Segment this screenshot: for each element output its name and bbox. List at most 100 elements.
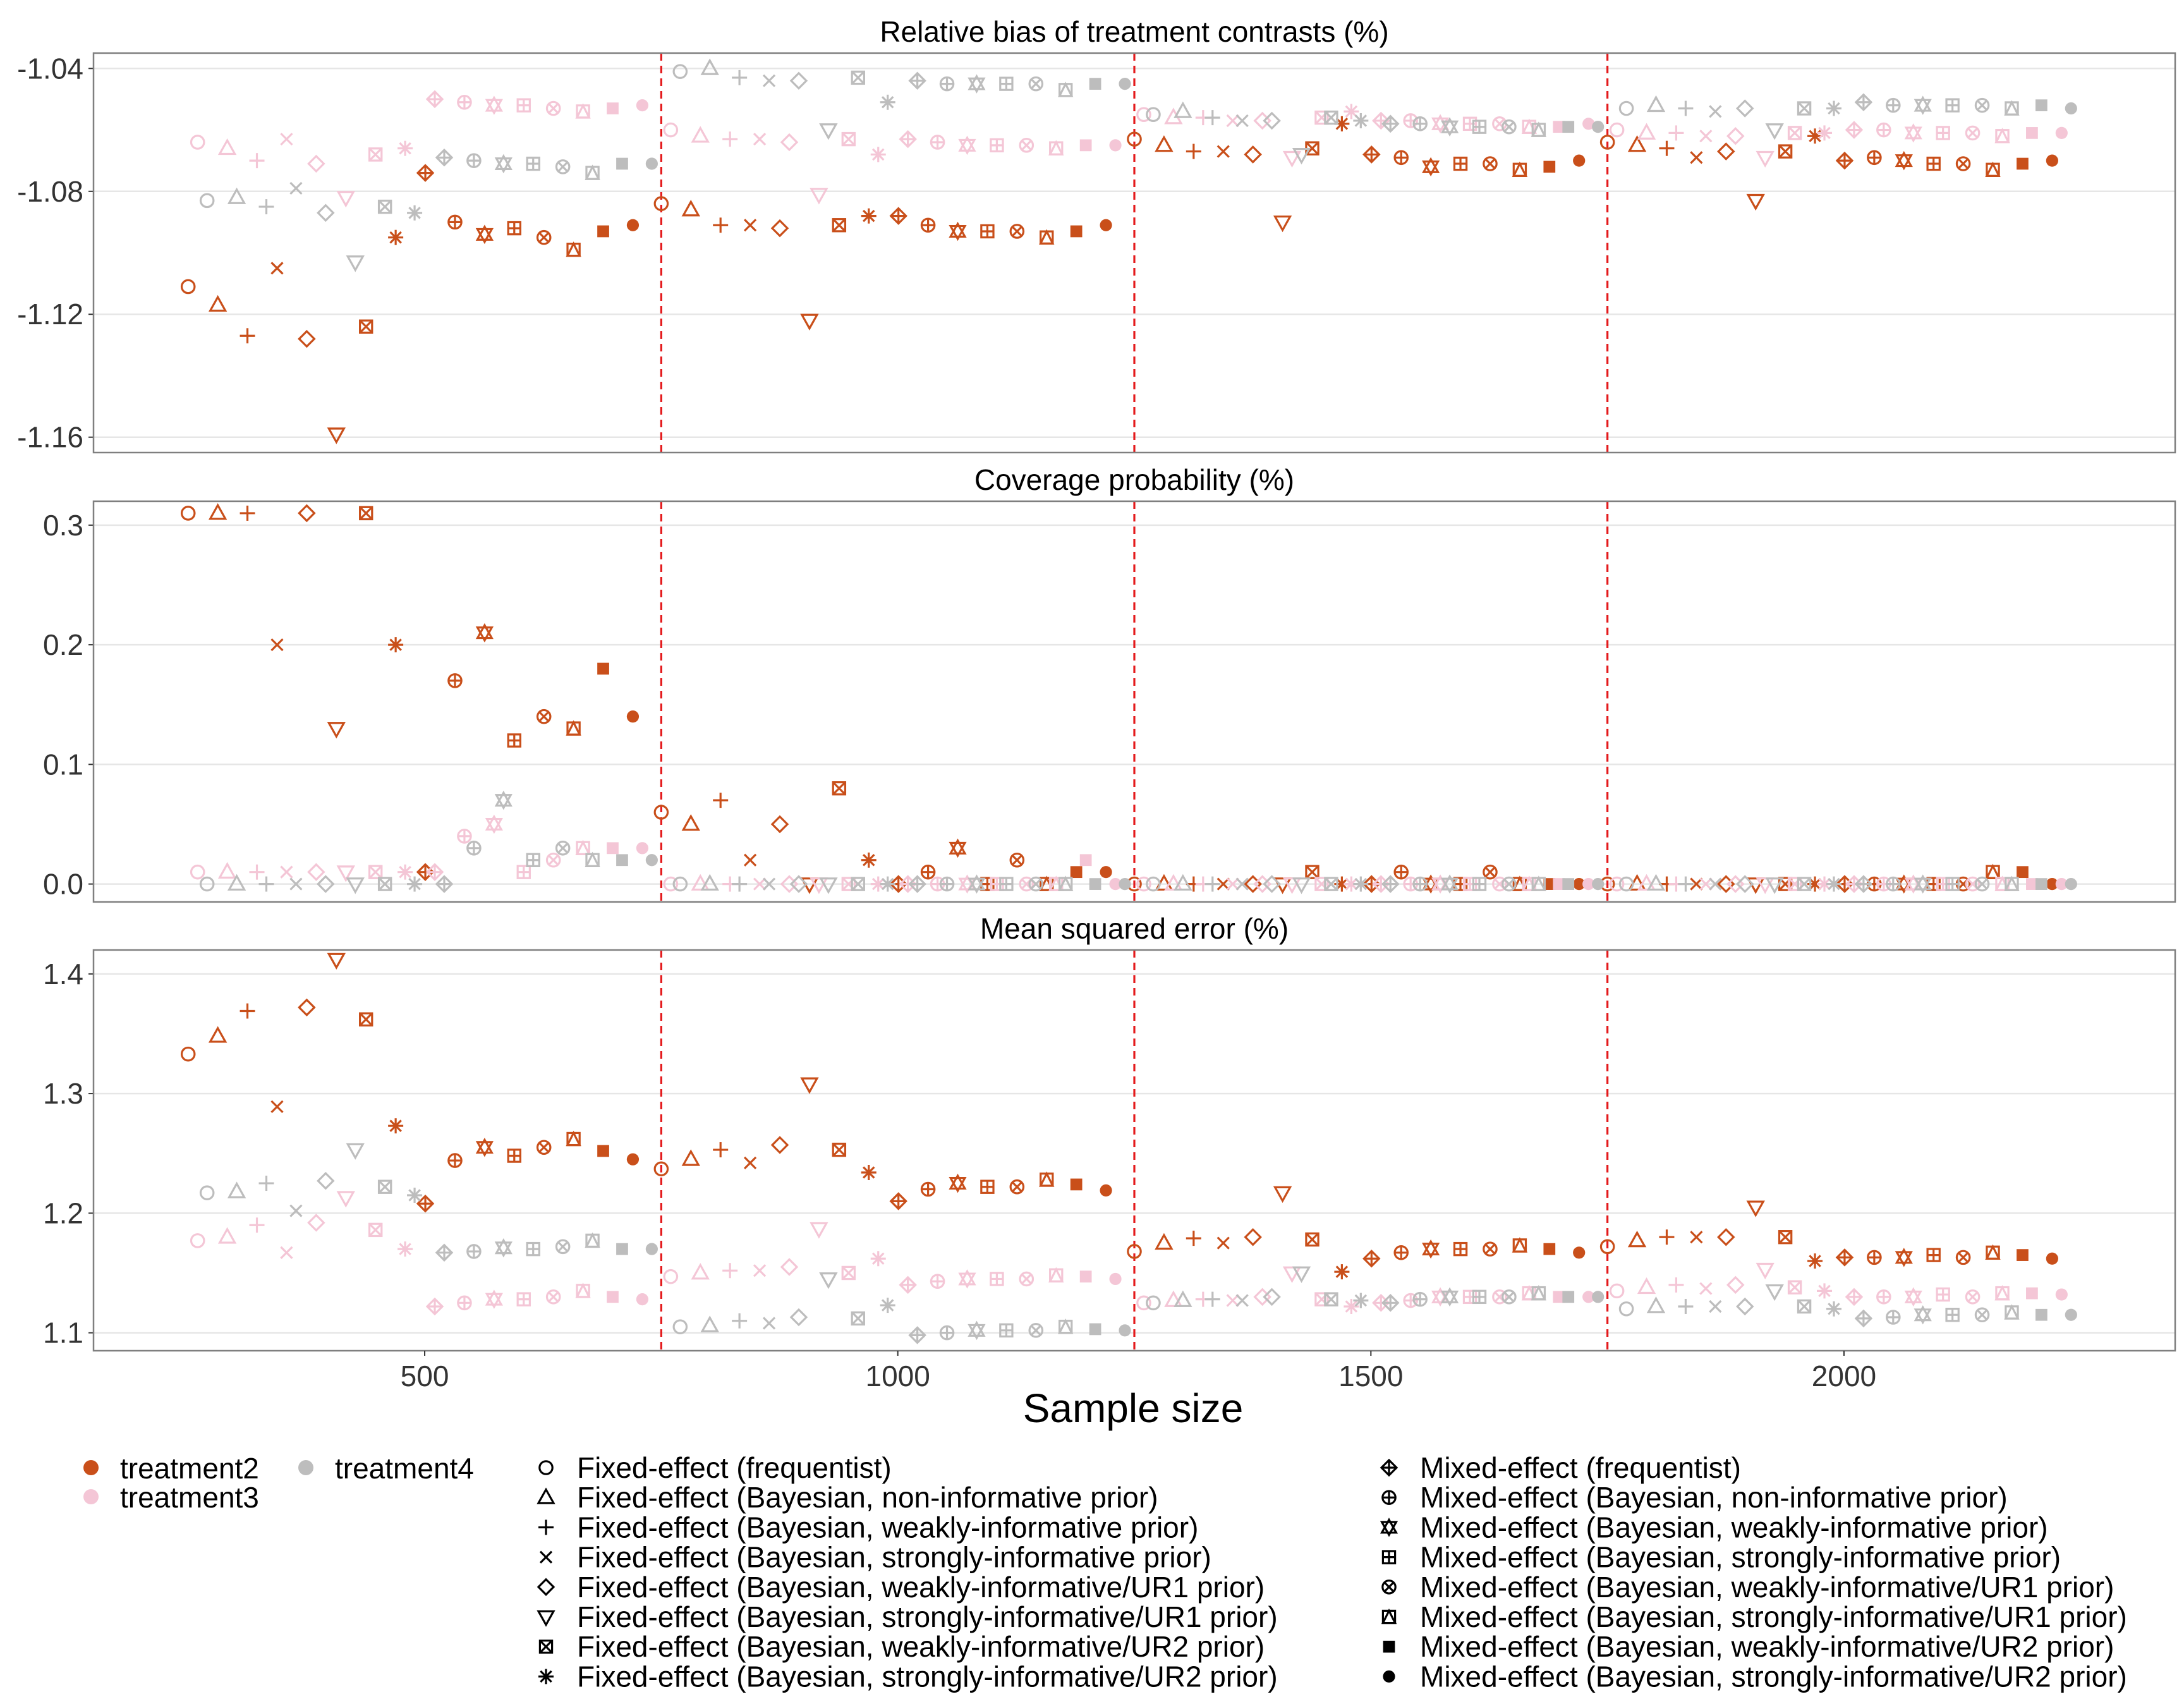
legend-label: Fixed-effect (Bayesian, weakly-informati… [577,1511,1198,1544]
data-point-cross [743,219,757,232]
data-point-square-filled [2026,878,2038,890]
data-point-plus [1668,125,1684,141]
data-point-diamond-plus [425,90,444,109]
data-point-circle-open [190,1233,205,1248]
data-point-square-plus [1945,877,1960,891]
data-point-asterisk [1344,1298,1359,1314]
data-point-square-triangle [1985,863,2001,879]
data-point-asterisk [1817,125,1833,141]
data-point-circle-open [1609,1283,1625,1299]
data-point-triangle-updown [949,1173,967,1193]
data-point-asterisk [1353,1293,1369,1308]
data-point-cross [270,1100,284,1114]
series-treatment2 [180,503,2058,894]
data-point-square-plus [1453,1241,1468,1257]
data-point-triangle-open [1174,101,1192,118]
data-point-triangle-open [1646,1296,1666,1313]
data-point-circle-filled [1109,1272,1122,1286]
legend-label: Mixed-effect (Bayesian, strongly-informa… [1420,1660,2127,1693]
data-point-asterisk [870,147,886,162]
data-point-circle-plus [920,217,936,233]
panel-border [92,949,2176,1352]
data-point-square-triangle [1531,875,1547,891]
legend-label: Fixed-effect (Bayesian, strongly-informa… [577,1660,1278,1693]
data-point-diamond-open [298,998,316,1017]
data-point-triangle-open [1164,1290,1183,1307]
panel-title: Relative bias of treatment contrasts (%) [880,15,1388,48]
legend-key-square-triangle [1381,1608,1397,1624]
data-point-asterisk [861,208,877,224]
data-point-square-cross [1305,865,1320,879]
data-point-circle-filled [1119,1324,1131,1337]
data-point-cross [280,865,293,879]
data-point-triangle-open [1155,1233,1174,1250]
legend-item-cross: Fixed-effect (Bayesian, strongly-informa… [539,1541,1211,1574]
data-point-diamond-open [1263,1288,1281,1306]
series-treatment2 [180,953,2058,1280]
data-point-circle-filled [2046,1252,2058,1265]
legend-swatch [298,1460,313,1475]
data-point-square-filled [2026,127,2038,139]
data-point-asterisk [397,140,413,156]
data-point-cross [1709,105,1722,118]
data-point-diamond-open [1735,99,1754,118]
data-point-circle-open [1127,131,1142,147]
data-point-diamond-plus [425,1297,444,1316]
data-point-circle-open [672,64,688,79]
data-point-square-filled [1070,866,1083,879]
data-point-triangle-open [691,126,710,143]
data-point-cross [1690,151,1703,164]
data-point-circle-plus [1876,1289,1891,1305]
data-point-square-plus [999,76,1014,91]
panels: Relative bias of treatment contrasts (%)… [17,15,2176,1352]
data-point-diamond-plus [1845,121,1864,139]
data-point-asterisk [880,1298,895,1313]
data-point-plus [240,505,255,521]
data-point-circle-plus [920,864,936,880]
data-point-triangle-down-open [346,877,365,894]
data-point-triangle-down-open [1292,148,1311,165]
data-point-triangle-down-open [800,1077,819,1094]
data-point-triangle-open [227,1181,246,1198]
data-point-square-triangle [585,1232,600,1248]
legend-label: treatment4 [335,1452,474,1485]
data-point-cross [1690,1231,1703,1244]
data-point-square-plus [980,224,995,239]
legend-key-diamond-plus [1380,1458,1398,1477]
data-point-circle-filled [2055,1288,2068,1301]
x-axis: 500 1000 1500 2000 [401,1351,1876,1392]
data-point-square-cross [1797,877,1812,891]
data-point-plus [1204,876,1220,892]
data-point-plus [732,1313,748,1329]
series-treatment4 [199,1143,2077,1344]
data-point-circle-plus [1886,876,1901,892]
data-point-square-triangle [1994,128,2010,143]
data-point-square-triangle [566,241,581,257]
legend-item-circle-filled: Mixed-effect (Bayesian, strongly-informa… [1383,1660,2127,1693]
data-point-asterisk [1353,113,1369,128]
data-point-triangle-open [217,862,237,879]
data-point-square-plus [1936,1287,1950,1302]
legend-label: Mixed-effect (Bayesian, weakly-informati… [1420,1630,2114,1663]
legend-key-plus [538,1519,554,1535]
data-point-triangle-updown [1440,874,1459,894]
data-point-triangle-updown [1422,157,1440,177]
data-point-cross [1226,877,1239,891]
data-point-diamond-plus [899,1276,917,1294]
data-point-triangle-down-open [1282,877,1302,894]
data-point-triangle-down-open [336,191,355,208]
legend-label: Fixed-effect (Bayesian, strongly-informa… [577,1600,1278,1633]
data-point-plus [240,328,255,344]
data-point-cross [1216,877,1230,891]
data-point-circle-open [190,864,205,880]
data-point-circle-plus [1412,116,1428,131]
data-point-square-cross [1324,1292,1338,1306]
legend-item-diamond-plus: Mixed-effect (frequentist) [1380,1451,1741,1484]
data-point-triangle-updown [968,874,986,894]
data-point-circle-open [1136,107,1151,123]
data-point-triangle-down-open [1746,1200,1765,1217]
data-point-diamond-plus [1362,1250,1381,1268]
data-point-circle-open [653,196,669,212]
y-tick-label: 1.2 [43,1197,83,1229]
